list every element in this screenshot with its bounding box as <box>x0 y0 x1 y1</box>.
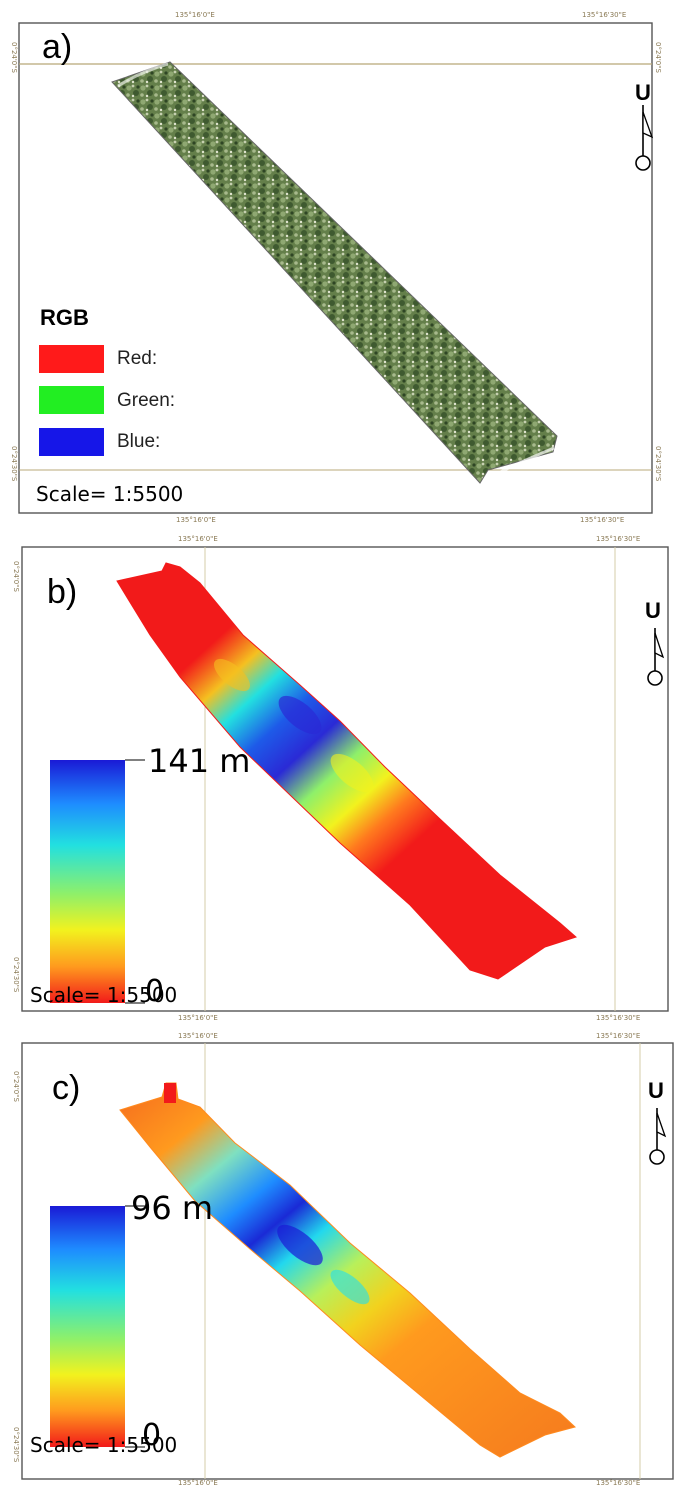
coord-left-top: 0°24'0"S <box>12 561 20 592</box>
map-c-canvas <box>21 1042 674 1480</box>
legend-item-green: Green: <box>117 390 176 411</box>
coord-left-bottom: 0°24'30"S <box>12 1427 20 1463</box>
coord-top-left: 135°16'0"E <box>178 1032 218 1040</box>
coord-bottom-left: 135°16'0"E <box>178 1479 218 1487</box>
coord-bottom-right: 135°16'30"E <box>580 516 625 524</box>
coord-left-top: 0°24'0"S <box>10 42 18 73</box>
colorbar-ramp <box>50 760 125 1003</box>
scale-text: Scale= 1:5500 <box>30 1433 178 1457</box>
colorbar-max-label: 141 m <box>148 742 251 780</box>
legend-swatch-green <box>39 386 104 414</box>
orthophoto-strip <box>111 61 558 484</box>
map-panel-b: b) 141 m 0 U Scale= 1:5500 135°16'0"E 13… <box>0 525 691 1025</box>
legend-swatch-red <box>39 345 104 373</box>
scale-text: Scale= 1:5500 <box>36 482 184 506</box>
colorbar-min-label: 0 <box>142 1418 162 1453</box>
legend-title: RGB <box>40 305 89 330</box>
coord-right-bottom: 0°24'30"S <box>654 446 662 482</box>
coord-left-bottom: 0°24'30"S <box>10 446 18 482</box>
coord-right-top: 0°24'0"S <box>654 42 662 73</box>
coord-bottom-left: 135°16'0"E <box>176 516 216 524</box>
map-panel-c: c) 96 m 0 U Scale= 1:5500 135°16'0"E 135… <box>0 1025 691 1488</box>
map-a-canvas <box>18 22 654 514</box>
coord-top-right: 135°16'30"E <box>596 1032 641 1040</box>
coord-top-left: 135°16'0"E <box>178 535 218 543</box>
scale-text: Scale= 1:5500 <box>30 983 178 1007</box>
colorbar-ramp <box>50 1206 125 1447</box>
north-arrow-icon <box>647 628 665 686</box>
colorbar-max-label: 96 m <box>131 1189 214 1227</box>
coord-bottom-left: 135°16'0"E <box>178 1014 218 1022</box>
coord-top-right: 135°16'30"E <box>596 535 641 543</box>
north-label: U <box>635 80 651 105</box>
legend-item-red: Red: <box>117 348 158 369</box>
colorbar-min-label: 0 <box>145 974 165 1009</box>
panel-label: c) <box>52 1069 81 1107</box>
panel-label: b) <box>47 573 78 611</box>
legend-item-blue: Blue: <box>117 431 161 452</box>
map-panel-a: a) RGB Red: Green: Blue: U Scale= 1:5500… <box>0 0 691 525</box>
coord-bottom-right: 135°16'30"E <box>596 1014 641 1022</box>
panel-label: a) <box>42 28 73 66</box>
dsm-strip <box>119 1082 577 1458</box>
coord-left-bottom: 0°24'30"S <box>12 957 20 993</box>
coord-top-left: 135°16'0"E <box>175 11 215 19</box>
north-arrow-icon <box>635 105 654 171</box>
coord-top-right: 135°16'30"E <box>582 11 627 19</box>
north-arrow-icon <box>649 1108 667 1165</box>
map-b-canvas <box>21 546 669 1012</box>
coord-bottom-right: 135°16'30"E <box>596 1479 641 1487</box>
north-label: U <box>645 598 661 623</box>
coord-left-top: 0°24'0"S <box>12 1071 20 1102</box>
north-label: U <box>648 1078 664 1103</box>
legend-swatch-blue <box>39 428 104 456</box>
